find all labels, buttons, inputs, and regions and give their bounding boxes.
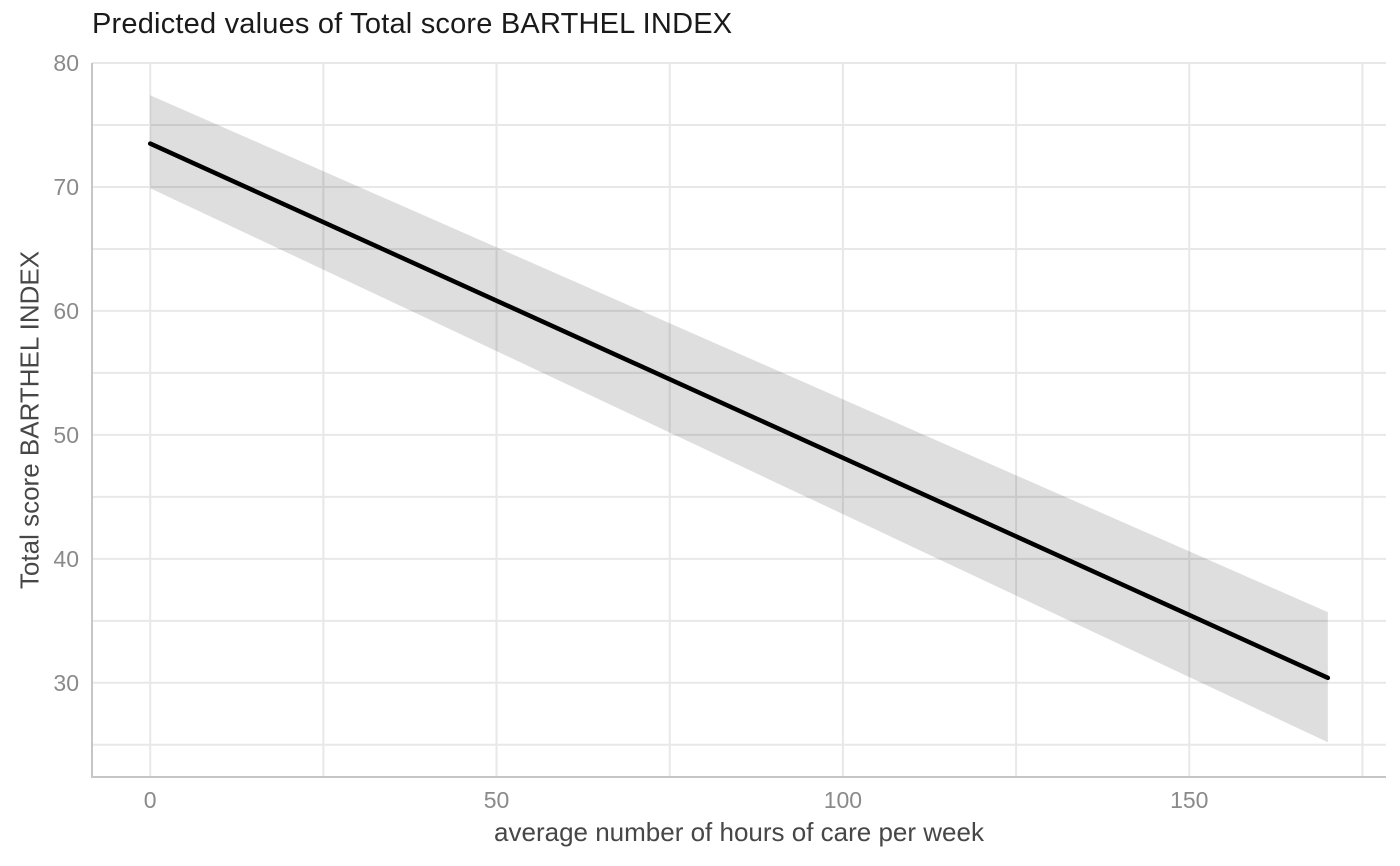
y-tick-label: 60	[53, 298, 79, 324]
chart-title: Predicted values of Total score BARTHEL …	[92, 8, 733, 40]
y-axis-title: Total score BARTHEL INDEX	[14, 250, 45, 590]
x-axis-title: average number of hours of care per week	[494, 817, 984, 847]
ci-ribbon	[150, 95, 1328, 743]
x-tick-label: 100	[824, 787, 862, 813]
x-tick-label: 0	[144, 787, 157, 813]
y-tick-label: 70	[53, 174, 79, 200]
y-tick-label: 80	[53, 50, 79, 76]
prediction-line	[147, 141, 1331, 681]
y-tick-label: 50	[53, 422, 79, 448]
y-tick-label: 30	[53, 670, 79, 696]
x-tick-label: 150	[1170, 787, 1208, 813]
y-tick-label: 40	[53, 546, 79, 572]
x-tick-label: 50	[484, 787, 510, 813]
